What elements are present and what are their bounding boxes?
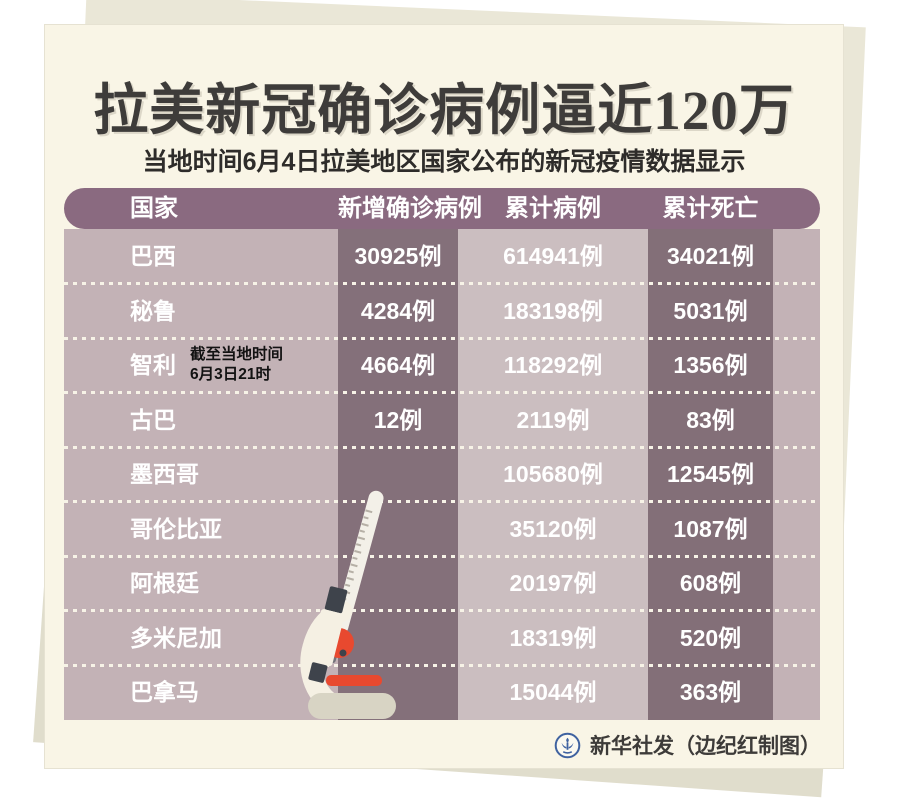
table-row: 阿根廷 20197例 608例 — [64, 556, 820, 612]
total-cases-value: 105680例 — [503, 461, 603, 487]
total-cases-value: 18319例 — [509, 624, 597, 651]
total-deaths-value: 1087例 — [673, 515, 748, 542]
note-line: 截至当地时间 — [190, 346, 284, 364]
new-cases-value: 30925例 — [354, 243, 442, 269]
subtitle: 当地时间6月4日拉美地区国家公布的新冠疫情数据显示 — [142, 148, 746, 176]
table-row: 墨西哥 105680例 12545例 — [64, 447, 820, 503]
xinhua-logo-icon — [554, 732, 581, 758]
note-line: 6月3日21时 — [190, 366, 271, 384]
header-total-deaths: 累计死亡 — [662, 195, 759, 222]
total-cases-value: 35120例 — [509, 515, 597, 542]
total-deaths-value: 363例 — [679, 679, 742, 705]
new-cases-column-band — [338, 229, 458, 720]
total-cases-value: 183198例 — [503, 297, 603, 324]
header-new-cases: 新增确诊病例 — [338, 195, 482, 222]
total-cases-value: 118292例 — [503, 352, 603, 378]
data-table: 国家 新增确诊病例 累计病例 累计死亡 巴西 30925例 614941例 34… — [64, 188, 820, 720]
page-title: 拉美新冠确诊病例逼近120万 — [93, 80, 795, 141]
total-cases-value: 15044例 — [509, 679, 597, 705]
country-label: 智利 — [130, 352, 176, 378]
new-cases-value: 12例 — [373, 406, 423, 433]
chile-cutoff-note: 截至当地时间 6月3日21时 — [190, 345, 283, 385]
table-row: 巴拿马 15044例 363例 — [64, 665, 820, 720]
total-cases-value: 20197例 — [509, 570, 597, 596]
total-deaths-column-band — [648, 229, 773, 720]
table-row: 秘鲁 4284例 183198例 5031例 — [64, 284, 820, 339]
total-deaths-value: 83例 — [686, 406, 735, 433]
footer: 新华社发（边纪红制图） — [554, 730, 821, 760]
country-label: 墨西哥 — [130, 461, 199, 487]
total-cases-value: 2119例 — [516, 406, 590, 433]
total-cases-column-band — [458, 229, 648, 720]
country-label: 阿根廷 — [130, 570, 199, 596]
table-row: 古巴 12例 2119例 83例 — [64, 393, 820, 448]
total-deaths-value: 1356例 — [673, 352, 748, 378]
new-cases-value: 4664例 — [360, 352, 436, 378]
table-row: 哥伦比亚 35120例 1087例 — [64, 502, 820, 557]
total-deaths-value: 12545例 — [667, 461, 754, 487]
total-deaths-value: 5031例 — [673, 297, 748, 324]
total-deaths-value: 34021例 — [667, 243, 754, 269]
country-label: 巴西 — [130, 243, 176, 269]
table-row: 巴西 30925例 614941例 34021例 — [64, 229, 820, 285]
header-country: 国家 — [130, 195, 178, 222]
table-body: 巴西 30925例 614941例 34021例 秘鲁 4284例 183198… — [64, 229, 820, 720]
total-deaths-value: 608例 — [679, 570, 742, 596]
credit-text: 新华社发（边纪红制图） — [590, 735, 821, 758]
country-label: 多米尼加 — [130, 624, 222, 651]
table-row: 智利 截至当地时间 6月3日21时 4664例 118292例 1356例 — [64, 338, 820, 394]
table-row: 多米尼加 18319例 520例 — [64, 611, 820, 666]
country-label: 秘鲁 — [130, 297, 176, 324]
country-label: 巴拿马 — [130, 679, 199, 705]
header-total-cases: 累计病例 — [505, 195, 601, 222]
total-deaths-value: 520例 — [679, 624, 742, 651]
new-cases-value: 4284例 — [360, 297, 436, 324]
country-label: 哥伦比亚 — [130, 515, 222, 542]
table-header: 国家 新增确诊病例 累计病例 累计死亡 — [64, 188, 820, 229]
card: 拉美新冠确诊病例逼近120万 当地时间6月4日拉美地区国家公布的新冠疫情数据显示… — [45, 25, 843, 768]
total-cases-value: 614941例 — [503, 243, 603, 269]
country-label: 古巴 — [130, 406, 176, 433]
